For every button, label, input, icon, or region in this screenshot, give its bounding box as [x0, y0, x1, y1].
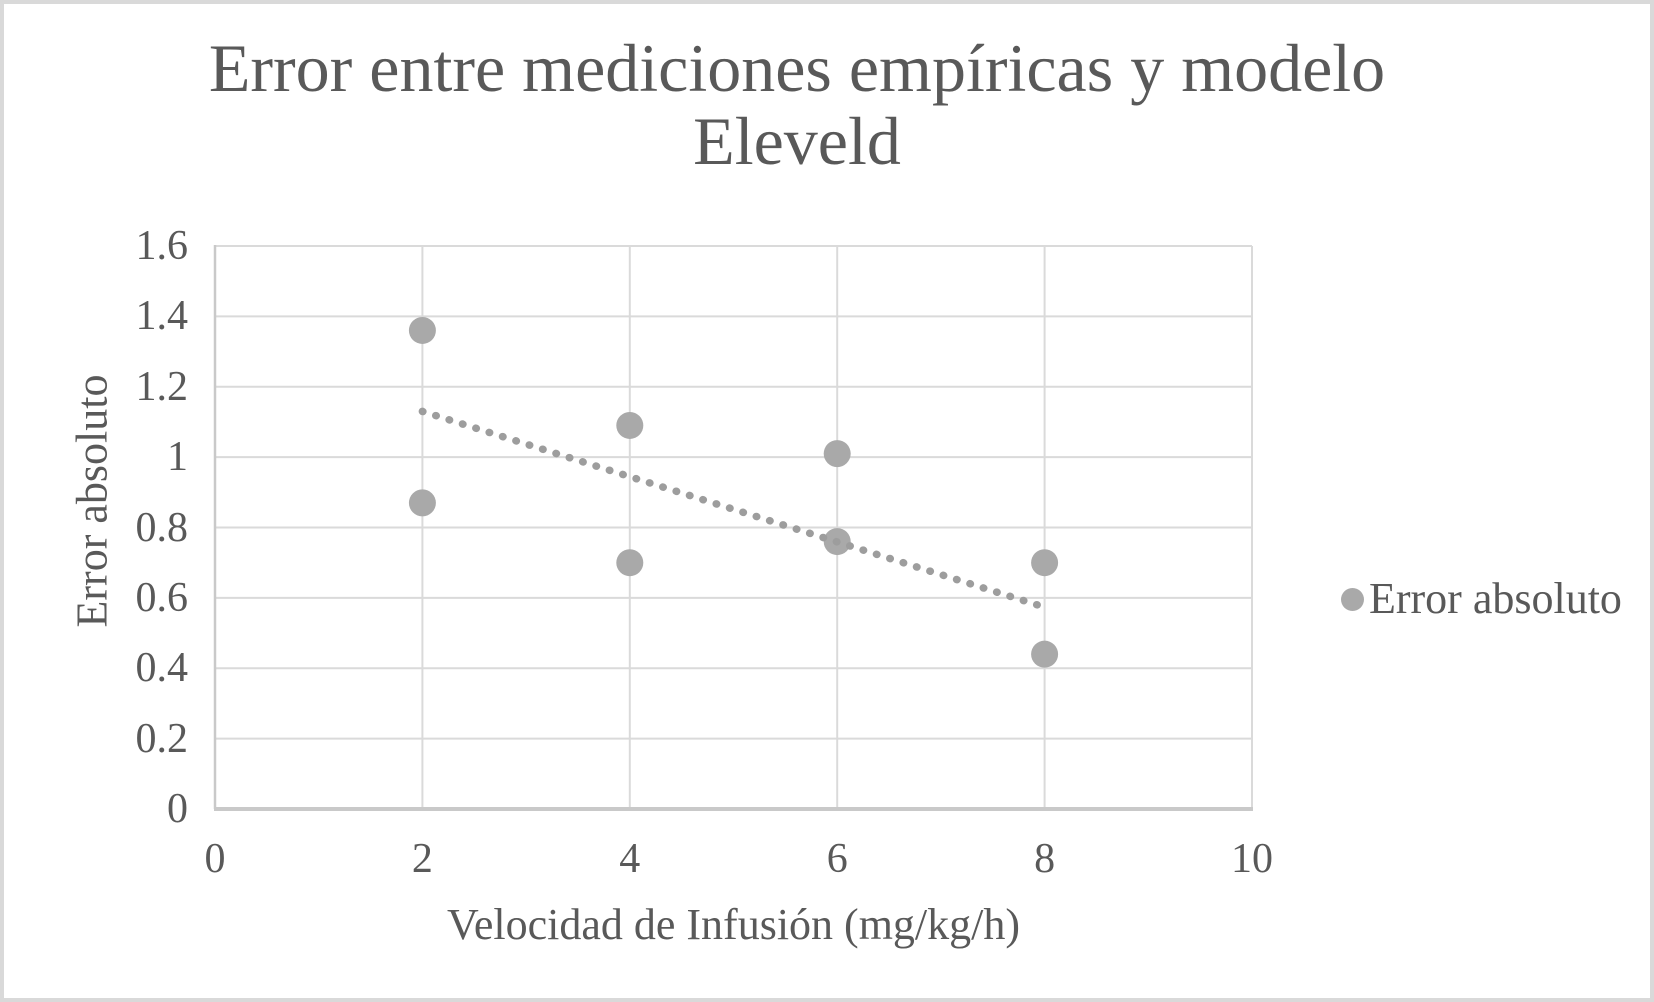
data-point [1031, 549, 1059, 577]
x-tick-label: 2 [411, 836, 433, 882]
y-tick-label: 1.4 [135, 293, 189, 340]
y-tick-label: 0.6 [135, 574, 189, 621]
y-tick-label: 1.2 [135, 363, 189, 410]
x-tick-label: 10 [1231, 836, 1273, 882]
data-point [823, 440, 851, 468]
x-tick-label: 0 [204, 836, 226, 882]
chart-title: Error entre mediciones empíricas y model… [4, 32, 1590, 178]
y-tick-label: 0.4 [135, 645, 189, 692]
y-tick-label: 1 [167, 434, 188, 481]
legend-marker-icon [1341, 587, 1364, 611]
chart-title-line-1: Error entre mediciones empíricas y model… [208, 30, 1386, 106]
legend: Error absoluto [1341, 575, 1622, 623]
data-point [1031, 640, 1059, 668]
y-axis-title: Error absoluto [67, 374, 117, 628]
legend-label: Error absoluto [1369, 574, 1622, 623]
trendline [418, 407, 1042, 609]
data-point [408, 489, 436, 517]
y-tick-label: 1.6 [135, 223, 189, 269]
x-tick-label: 6 [826, 836, 848, 882]
y-tick-label: 0.2 [135, 715, 189, 762]
plot-area [213, 245, 1253, 811]
x-tick-label: 4 [619, 836, 641, 882]
y-tick-label: 0.8 [135, 504, 189, 551]
y-tick-label: 0 [167, 786, 188, 832]
data-point [408, 316, 436, 344]
x-axis-title: Velocidad de Infusión (mg/kg/h) [446, 900, 1021, 949]
data-point [616, 549, 644, 577]
chart-title-line-2: Eleveld [693, 103, 901, 179]
data-point [616, 411, 644, 439]
x-tick-label: 8 [1034, 836, 1056, 882]
